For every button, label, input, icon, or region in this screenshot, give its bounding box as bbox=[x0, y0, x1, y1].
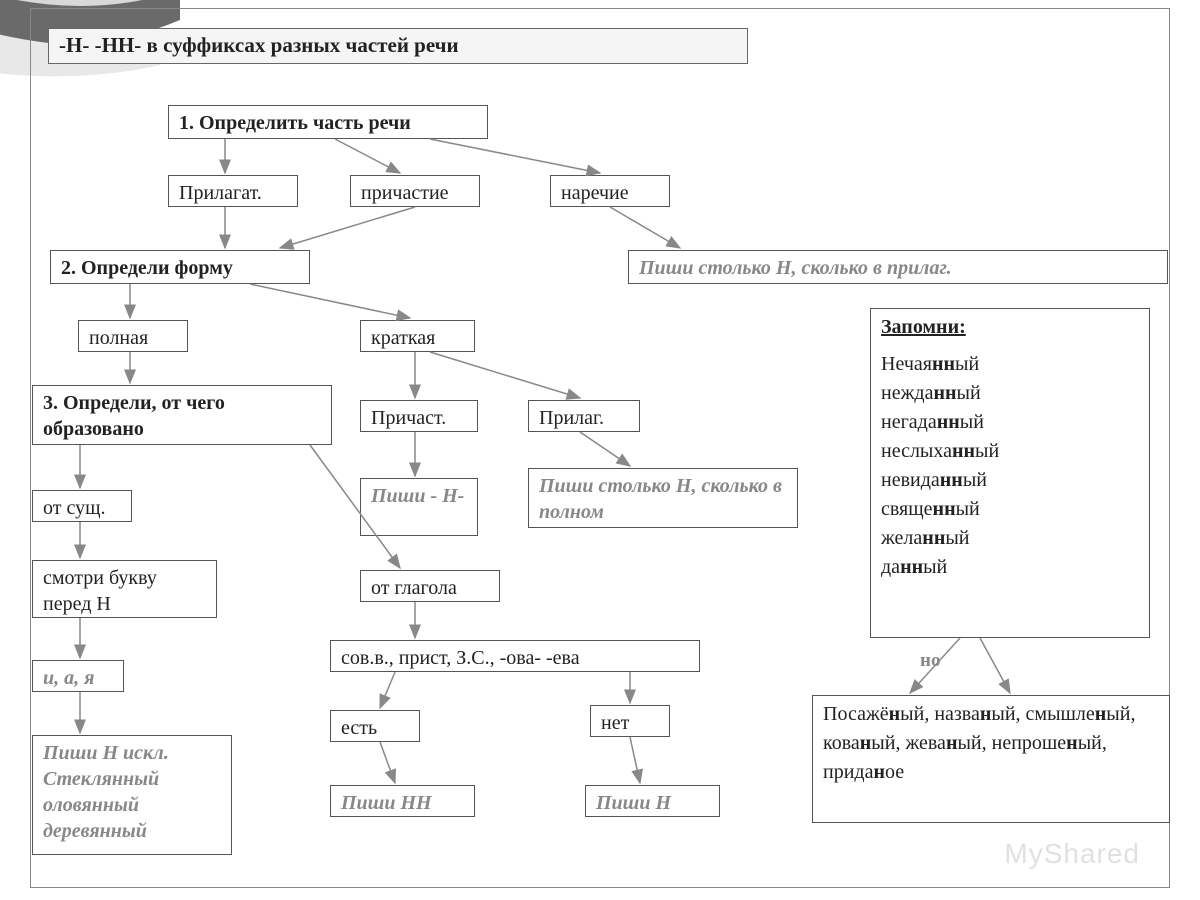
node-short_part: Причаст. bbox=[360, 400, 478, 432]
node-short: краткая bbox=[360, 320, 475, 352]
remember-word-6: желанный bbox=[881, 524, 1139, 553]
remember-title: Запомни: bbox=[881, 313, 1139, 342]
but-label: но bbox=[920, 650, 940, 672]
node-adj: Прилагат. bbox=[168, 175, 298, 207]
node-no: нет bbox=[590, 705, 670, 737]
node-short_adj_rule: Пиши столько Н, сколько в полном bbox=[528, 468, 798, 528]
remember-word-1: нежданный bbox=[881, 379, 1139, 408]
node-adv_rule: Пиши столько Н, сколько в прилаг. bbox=[628, 250, 1168, 284]
remember-word-4: невиданный bbox=[881, 466, 1139, 495]
node-step1: 1. Определить часть речи bbox=[168, 105, 488, 139]
remember-word-3: неслыханный bbox=[881, 437, 1139, 466]
node-full: полная bbox=[78, 320, 188, 352]
remember-word-7: данный bbox=[881, 553, 1139, 582]
node-look_letter: смотри букву перед Н bbox=[32, 560, 217, 618]
node-verb_cond: сов.в., прист, З.С., -ова- -ева bbox=[330, 640, 700, 672]
node-yes: есть bbox=[330, 710, 420, 742]
remember-word-2: негаданный bbox=[881, 408, 1139, 437]
node-short_adj: Прилаг. bbox=[528, 400, 640, 432]
page-title: -Н- -НН- в суффиксах разных частей речи bbox=[48, 28, 748, 64]
node-part: причастие bbox=[350, 175, 480, 207]
node-step2: 2. Определи форму bbox=[50, 250, 310, 284]
node-from_verb: от глагола bbox=[360, 570, 500, 602]
remember-word-0: Нечаянный bbox=[881, 350, 1139, 379]
node-adv: наречие bbox=[550, 175, 670, 207]
node-nn: Пиши НН bbox=[330, 785, 475, 817]
node-n: Пиши Н bbox=[585, 785, 720, 817]
node-iaya: и, а, я bbox=[32, 660, 124, 692]
node-short_part_rule: Пиши - Н- bbox=[360, 478, 478, 536]
node-step3: 3. Определи, от чего образовано bbox=[32, 385, 332, 445]
exceptions-box: Посажёный, названый, смышленый, кованый,… bbox=[812, 695, 1170, 823]
remember-box: Запомни: Нечаянныйнежданныйнегаданныйнесл… bbox=[870, 308, 1150, 638]
watermark: MyShared bbox=[1004, 838, 1140, 870]
node-n_excl: Пиши Н искл. Стеклянный оловянный деревя… bbox=[32, 735, 232, 855]
node-from_noun: от сущ. bbox=[32, 490, 132, 522]
remember-word-5: священный bbox=[881, 495, 1139, 524]
